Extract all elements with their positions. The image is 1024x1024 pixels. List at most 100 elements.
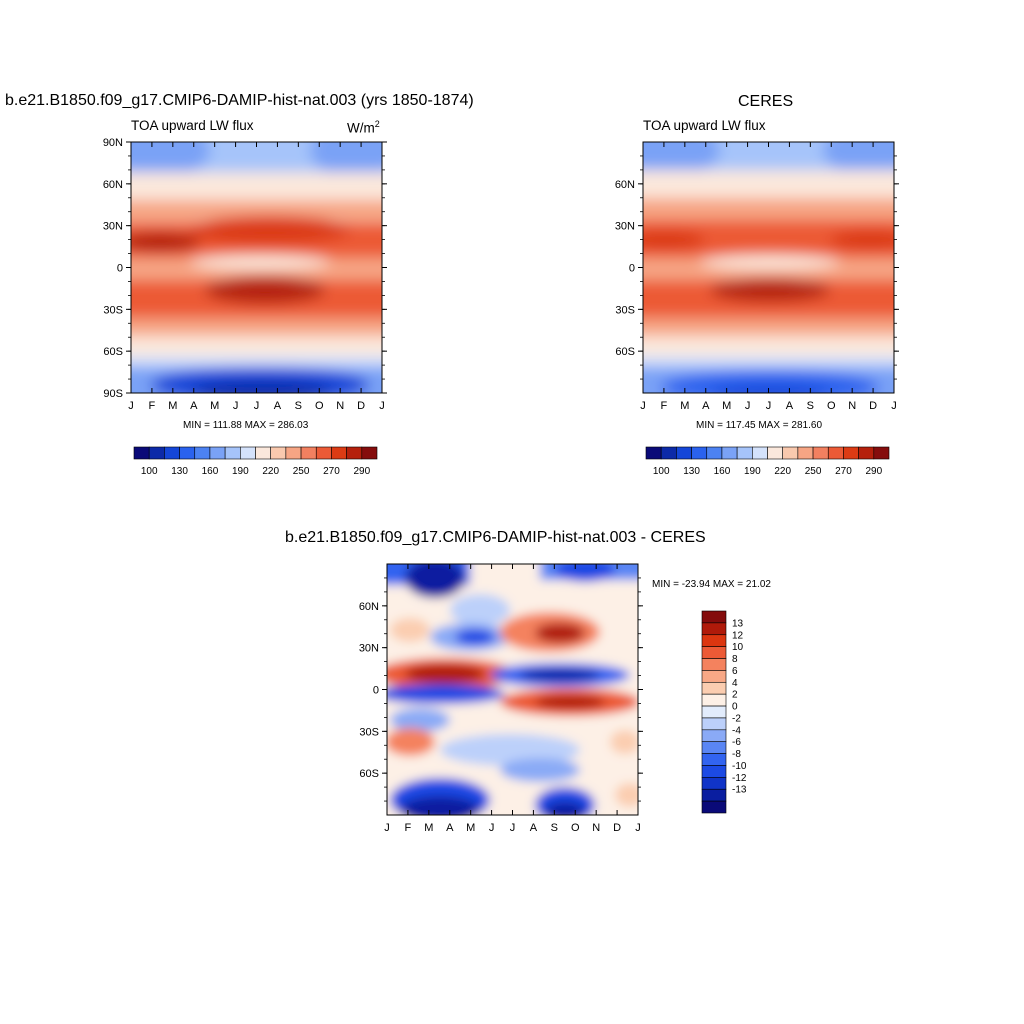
panel2-colorbar: 100 130 160 190 220 250 270 290 xyxy=(645,446,890,477)
colorbar-box xyxy=(752,446,768,460)
x-tick-label: S xyxy=(295,400,302,412)
x-tick-label: J xyxy=(384,822,390,834)
colorbar-box xyxy=(812,446,829,460)
panel3-title: b.e21.B1850.f09_g17.CMIP6-DAMIP-hist-nat… xyxy=(285,529,706,546)
panel2-variable-label: TOA upward LW flux xyxy=(643,118,766,133)
colorbar-label: 0 xyxy=(732,702,738,713)
x-tick-label: J xyxy=(254,400,260,412)
colorbar-box xyxy=(331,446,347,460)
colorbar-label: -13 xyxy=(732,785,747,796)
colorbar-box xyxy=(270,446,287,460)
colorbar-label: 12 xyxy=(732,630,744,641)
colorbar-box xyxy=(194,446,211,460)
y-tick-label: 60N xyxy=(103,179,123,191)
x-tick-label: A xyxy=(446,822,454,834)
colorbar-box xyxy=(701,800,727,814)
x-tick-label: J xyxy=(891,400,897,412)
panel1-units-exponent: 2 xyxy=(374,119,380,129)
colorbar-label: 250 xyxy=(805,466,822,477)
colorbar-box xyxy=(706,446,723,460)
colorbar-box xyxy=(701,681,727,695)
colorbar-box xyxy=(285,446,302,460)
colorbar-label: 220 xyxy=(262,466,279,477)
y-tick-label: 30S xyxy=(103,304,123,316)
x-tick-label: A xyxy=(190,400,198,412)
x-tick-label: M xyxy=(424,822,433,834)
x-tick-label: D xyxy=(357,400,365,412)
colorbar-label: -2 xyxy=(732,713,741,724)
y-tick-label: 60S xyxy=(103,346,123,358)
panel1-field xyxy=(131,142,382,393)
colorbar-box xyxy=(133,446,150,460)
colorbar-label: 190 xyxy=(744,466,761,477)
x-tick-label: M xyxy=(722,400,731,412)
x-tick-label: F xyxy=(149,400,156,412)
x-tick-label: N xyxy=(592,822,600,834)
panel1-units-base: W/m xyxy=(347,120,375,136)
colorbar-label: -12 xyxy=(732,773,747,784)
colorbar-box xyxy=(701,777,727,790)
colorbar-box xyxy=(164,446,180,460)
colorbar-box xyxy=(873,446,890,460)
x-tick-label: A xyxy=(530,822,538,834)
x-tick-label: J xyxy=(379,400,385,412)
colorbar-box xyxy=(209,446,226,460)
panel1-variable-label: TOA upward LW flux xyxy=(131,118,254,133)
y-tick-label: 0 xyxy=(373,685,379,697)
colorbar-box xyxy=(701,670,727,683)
y-tick-label: 60N xyxy=(359,601,379,613)
x-tick-label: J xyxy=(745,400,751,412)
colorbar-box xyxy=(148,446,165,460)
colorbar-label: 220 xyxy=(774,466,791,477)
colorbar-box xyxy=(782,446,799,460)
colorbar-label: 270 xyxy=(323,466,340,477)
colorbar-box xyxy=(721,446,738,460)
colorbar-box xyxy=(701,622,727,636)
colorbar-box xyxy=(179,446,196,460)
panel2-title: CERES xyxy=(738,93,794,110)
colorbar-box xyxy=(701,717,727,731)
x-tick-label: O xyxy=(827,400,836,412)
colorbar-label: -6 xyxy=(732,737,741,748)
colorbar-box xyxy=(701,658,727,671)
x-tick-label: A xyxy=(702,400,710,412)
x-tick-label: S xyxy=(551,822,558,834)
x-tick-label: F xyxy=(661,400,668,412)
colorbar-box xyxy=(701,741,727,754)
x-tick-label: D xyxy=(613,822,621,834)
y-tick-label: 60N xyxy=(615,179,635,191)
colorbar-label: 270 xyxy=(835,466,852,477)
colorbar-label: 290 xyxy=(353,466,370,477)
colorbar-box xyxy=(300,446,317,460)
x-tick-label: M xyxy=(168,400,177,412)
colorbar-box xyxy=(255,446,271,460)
panel1-y-axis: 90N 60N 30N 0 30S 60S 90S xyxy=(103,137,387,400)
colorbar-box xyxy=(797,446,814,460)
x-tick-label: D xyxy=(869,400,877,412)
colorbar-label: 250 xyxy=(293,466,310,477)
colorbar-label: 100 xyxy=(653,466,670,477)
y-tick-label: 90S xyxy=(103,388,123,400)
colorbar-label: 100 xyxy=(141,466,158,477)
x-tick-label: J xyxy=(128,400,134,412)
y-tick-label: 0 xyxy=(117,263,123,275)
x-tick-label: O xyxy=(571,822,580,834)
x-tick-label: N xyxy=(336,400,344,412)
y-tick-label: 30S xyxy=(359,726,379,738)
colorbar-box xyxy=(701,788,727,802)
x-tick-label: J xyxy=(766,400,772,412)
colorbar-label: 290 xyxy=(865,466,882,477)
panel3-stats: MIN = -23.94 MAX = 21.02 xyxy=(652,579,771,590)
y-tick-label: 60S xyxy=(359,768,379,780)
x-tick-label: A xyxy=(274,400,282,412)
colorbar-label: -8 xyxy=(732,749,741,760)
panel2-y-axis: 60N 30N 0 30S 60S xyxy=(615,155,899,380)
x-tick-label: A xyxy=(786,400,794,412)
colorbar-box xyxy=(843,446,859,460)
colorbar-box xyxy=(240,446,256,460)
colorbar-label: 160 xyxy=(714,466,731,477)
colorbar-box xyxy=(701,705,727,719)
x-tick-label: O xyxy=(315,400,324,412)
